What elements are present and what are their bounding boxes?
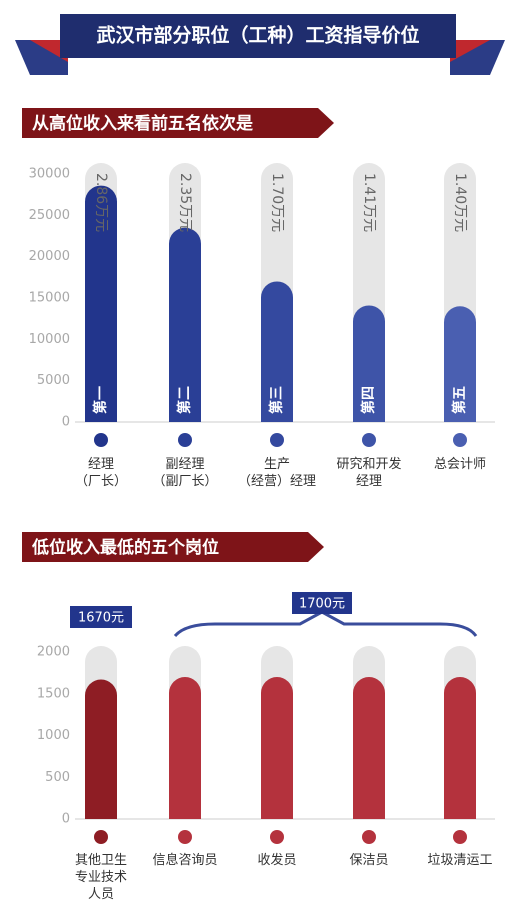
ribbon (30, 40, 68, 62)
value-label: 1.70万元 (269, 173, 285, 232)
y-tick-label: 0 (62, 415, 70, 430)
legend-dot (94, 433, 108, 447)
annotation-box (292, 592, 352, 614)
annotation: 1700元 (299, 597, 345, 612)
y-tick-label: 20000 (29, 249, 70, 264)
bar (261, 281, 293, 422)
section-banner (22, 108, 334, 138)
bar (261, 677, 293, 819)
y-tick-label: 1500 (37, 686, 70, 701)
title: 武汉市部分职位（工种）工资指导价位 (96, 24, 419, 47)
x-tick-label: 副经理（副厂长） (152, 457, 217, 489)
y-tick-label: 500 (45, 770, 70, 785)
value-label: 1.41万元 (361, 173, 377, 232)
legend-dot (453, 830, 467, 844)
bar (85, 679, 117, 819)
x-tick-label: 研究和开发经理 (336, 456, 401, 489)
y-tick-label: 25000 (29, 208, 70, 223)
x-tick-label: 其他卫生专业技术人员 (75, 853, 127, 902)
y-tick-label: 5000 (37, 373, 70, 388)
x-tick-label: 生产（经营）经理 (238, 457, 316, 489)
annotation: 1670元 (78, 611, 124, 626)
y-tick-label: 30000 (29, 167, 70, 182)
bar (444, 677, 476, 819)
annotation-box (70, 606, 132, 628)
value-label: 2.35万元 (177, 173, 193, 232)
bar (169, 677, 201, 819)
bar (444, 306, 476, 422)
group-bracket (173, 610, 478, 638)
value-label: 1.40万元 (452, 173, 468, 232)
rank-label: 第二 (176, 386, 193, 414)
legend-dot (270, 830, 284, 844)
y-tick-label: 0 (62, 812, 70, 827)
legend-dot (94, 830, 108, 844)
section-banner (22, 532, 324, 562)
bar (353, 677, 385, 819)
bar (353, 305, 385, 422)
bar (85, 185, 117, 422)
section-title: 低位收入最低的五个岗位 (31, 537, 219, 558)
rank-label: 第一 (92, 386, 109, 414)
y-tick-label: 10000 (29, 332, 70, 347)
legend-dot (270, 433, 284, 447)
rank-label: 第五 (451, 386, 468, 414)
x-tick-label: 收发员 (257, 852, 296, 868)
x-tick-label: 经理（厂长） (75, 457, 127, 489)
legend-dot (178, 830, 192, 844)
rank-label: 第四 (360, 386, 377, 414)
title-box (60, 14, 456, 58)
legend-dot (362, 830, 376, 844)
rank-label: 第三 (268, 386, 285, 414)
legend-dot (362, 433, 376, 447)
ribbon (450, 40, 490, 62)
value-label: 2.86万元 (93, 173, 109, 232)
x-tick-label: 信息咨询员 (152, 852, 217, 868)
y-tick-label: 2000 (37, 645, 70, 660)
legend-dot (178, 433, 192, 447)
x-tick-label: 总会计师 (434, 457, 486, 472)
x-tick-label: 垃圾清运工 (427, 853, 492, 868)
bar (169, 227, 201, 422)
x-tick-label: 保洁员 (349, 853, 388, 868)
section-title: 从高位收入来看前五名依次是 (32, 113, 253, 134)
legend-dot (453, 433, 467, 447)
y-tick-label: 15000 (29, 291, 70, 306)
y-tick-label: 1000 (37, 728, 70, 743)
